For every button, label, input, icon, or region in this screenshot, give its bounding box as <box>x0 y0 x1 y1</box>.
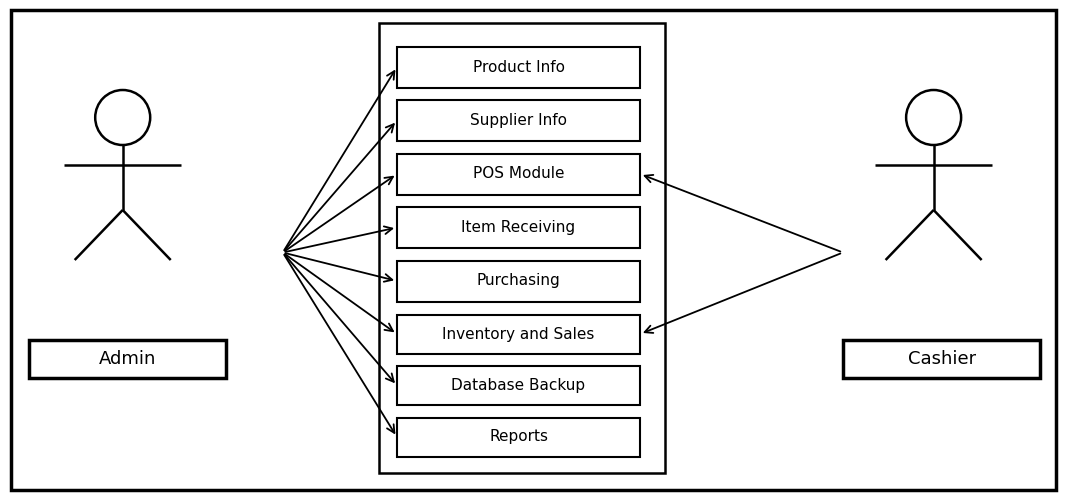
Text: POS Module: POS Module <box>473 166 564 182</box>
Bar <box>843 340 1040 378</box>
Text: Admin: Admin <box>99 350 156 368</box>
Text: Inventory and Sales: Inventory and Sales <box>443 326 594 342</box>
Text: Database Backup: Database Backup <box>451 378 586 393</box>
Bar <box>397 418 640 457</box>
Text: Supplier Info: Supplier Info <box>471 113 567 128</box>
Bar <box>397 154 640 194</box>
Bar <box>397 46 640 88</box>
Bar <box>379 22 665 472</box>
Bar <box>397 100 640 141</box>
Bar <box>397 366 640 405</box>
Text: Purchasing: Purchasing <box>477 274 560 288</box>
Text: Product Info: Product Info <box>473 60 564 74</box>
Text: Item Receiving: Item Receiving <box>462 220 575 235</box>
Bar <box>397 207 640 248</box>
Bar <box>397 260 640 302</box>
Bar <box>29 340 226 378</box>
Text: Reports: Reports <box>489 430 548 444</box>
Text: Cashier: Cashier <box>908 350 975 368</box>
Bar <box>397 314 640 354</box>
